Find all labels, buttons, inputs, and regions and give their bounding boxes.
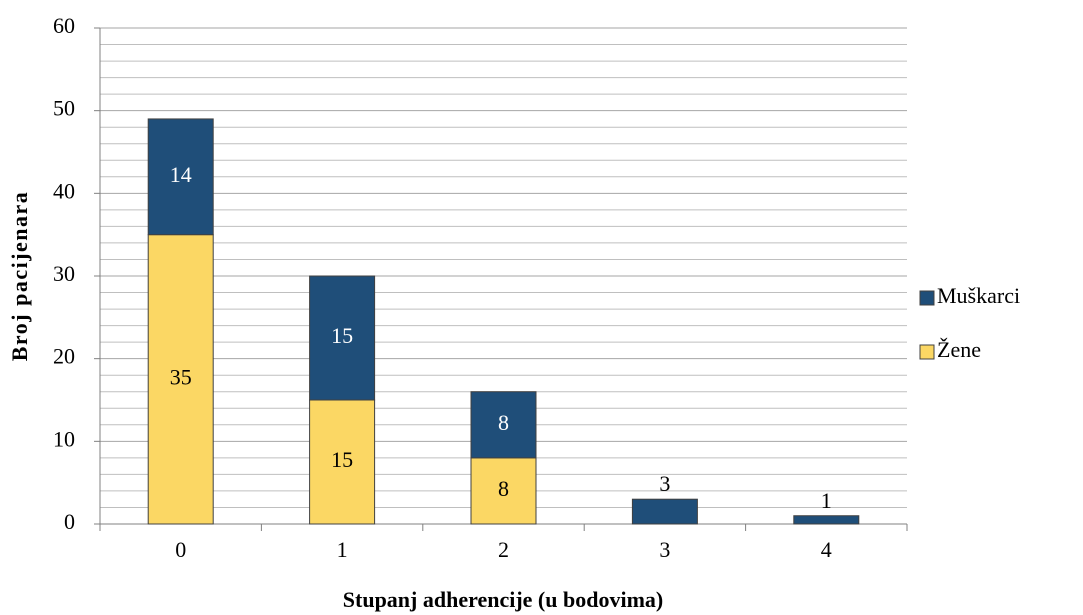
x-tick-label: 1 — [337, 537, 348, 562]
data-label: 1 — [821, 488, 832, 513]
x-tick-label: 0 — [175, 537, 186, 562]
y-tick-label: 60 — [53, 13, 75, 38]
y-axis-title: Broj pacijenara — [7, 191, 32, 362]
y-tick-label: 40 — [53, 178, 75, 203]
y-tick-label: 10 — [53, 426, 75, 451]
x-tick-label: 3 — [659, 537, 670, 562]
y-tick-label: 0 — [64, 509, 75, 534]
data-label: 3 — [659, 471, 670, 496]
legend-swatch — [919, 290, 935, 306]
bar-segment — [147, 234, 214, 525]
data-label: 15 — [331, 323, 353, 348]
data-label: 15 — [331, 447, 353, 472]
legend-swatch — [919, 344, 935, 360]
legend-label: Žene — [937, 337, 981, 362]
x-tick-label: 2 — [498, 537, 509, 562]
y-tick-label: 50 — [53, 96, 75, 121]
bar-segment — [309, 275, 376, 401]
data-label: 35 — [170, 364, 192, 389]
bar-segment — [309, 399, 376, 525]
x-tick-label: 4 — [821, 537, 832, 562]
bar-segment — [470, 457, 537, 525]
bar-segment — [793, 515, 860, 525]
data-label: 8 — [498, 476, 509, 501]
legend-label: Muškarci — [937, 283, 1020, 308]
data-label: 8 — [498, 410, 509, 435]
y-tick-label: 20 — [53, 344, 75, 369]
x-axis-title: Stupanj adherencije (u bodovima) — [343, 587, 663, 612]
bar-segment — [631, 498, 698, 525]
y-tick-label: 30 — [53, 261, 75, 286]
bar-segment — [470, 391, 537, 459]
data-label: 14 — [170, 162, 192, 187]
bar-segment — [147, 118, 214, 236]
